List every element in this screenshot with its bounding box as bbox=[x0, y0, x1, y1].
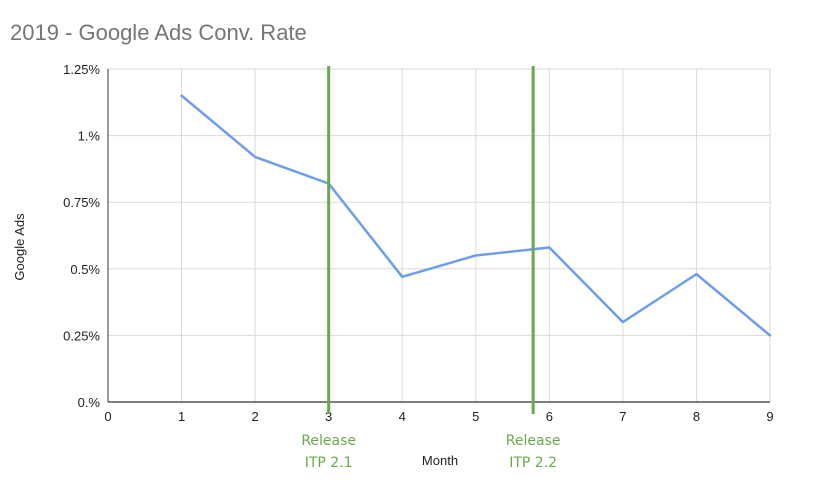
y-tick-label: 0.75% bbox=[63, 195, 100, 210]
axes bbox=[107, 69, 770, 403]
grid bbox=[108, 68, 771, 402]
release-label: Release bbox=[506, 433, 561, 449]
release-version-label: ITP 2.2 bbox=[509, 455, 557, 471]
tick-labels: 0 1 2 3 4 5 6 7 8 9 0.% 0.25% 0.5% 0.75% 1.% 1.25% bbox=[63, 62, 773, 424]
x-tick-label: 0 bbox=[104, 409, 111, 424]
annotations: Release ITP 2.1 Release ITP 2.2 bbox=[301, 66, 561, 471]
x-tick-label: 6 bbox=[546, 409, 553, 424]
x-tick-label: 2 bbox=[251, 409, 258, 424]
y-tick-label: 1.% bbox=[78, 129, 101, 144]
y-tick-label: 1.25% bbox=[63, 62, 100, 77]
y-axis-title: Google Ads bbox=[12, 213, 27, 281]
x-tick-label: 5 bbox=[472, 409, 479, 424]
y-tick-label: 0.% bbox=[78, 395, 101, 410]
x-tick-label: 3 bbox=[325, 409, 332, 424]
y-tick-label: 0.25% bbox=[63, 328, 100, 343]
series-layer bbox=[180, 94, 772, 337]
x-tick-label: 1 bbox=[178, 409, 185, 424]
x-axis-title: Month bbox=[422, 453, 458, 468]
series-line bbox=[180, 94, 772, 337]
x-tick-label: 9 bbox=[766, 409, 773, 424]
x-tick-label: 7 bbox=[619, 409, 626, 424]
x-tick-label: 4 bbox=[399, 409, 406, 424]
x-tick-label: 8 bbox=[693, 409, 700, 424]
chart-title: 2019 - Google Ads Conv. Rate bbox=[10, 20, 307, 45]
release-label: Release bbox=[301, 433, 356, 449]
release-version-label: ITP 2.1 bbox=[305, 455, 353, 471]
y-tick-label: 0.5% bbox=[70, 262, 100, 277]
